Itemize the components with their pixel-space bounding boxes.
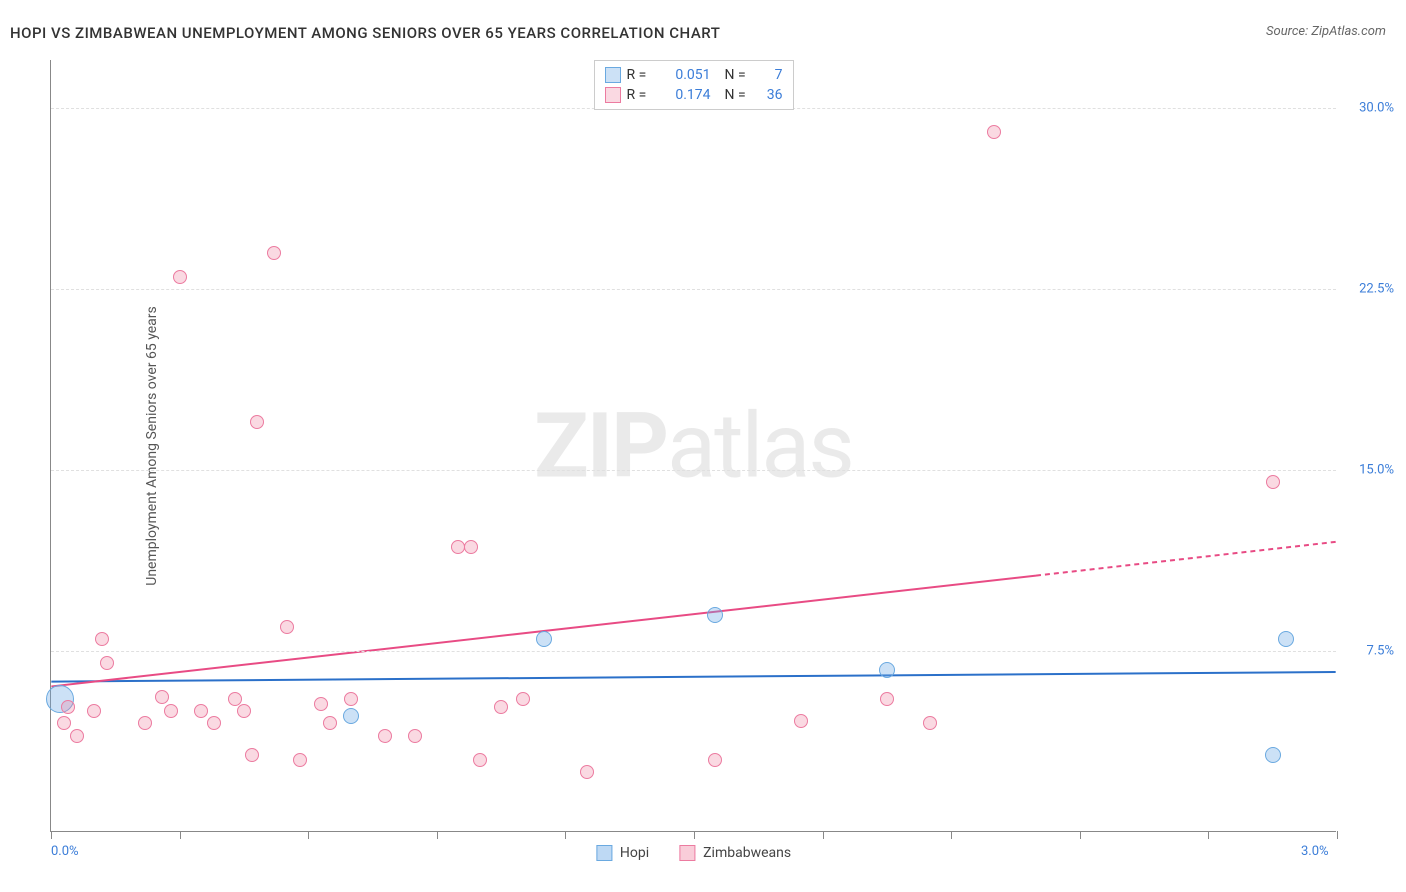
x-tick-label: 3.0% <box>1301 844 1329 859</box>
x-tick <box>308 831 309 839</box>
data-point[interactable] <box>70 729 84 743</box>
legend-r-value: 0.051 <box>661 67 711 83</box>
x-tick <box>951 831 952 839</box>
data-point[interactable] <box>314 697 328 711</box>
data-point[interactable] <box>237 704 251 718</box>
data-point[interactable] <box>343 708 359 724</box>
plot-area: ZIPatlas 7.5%15.0%22.5%30.0% 0.0%3.0% R … <box>50 60 1336 832</box>
data-point[interactable] <box>378 729 392 743</box>
legend-n-label: N = <box>725 87 753 103</box>
y-tick-label: 7.5% <box>1366 644 1394 659</box>
x-tick <box>51 831 52 839</box>
trend-line <box>51 672 1335 682</box>
data-point[interactable] <box>580 765 594 779</box>
data-point[interactable] <box>516 692 530 706</box>
data-point[interactable] <box>173 270 187 284</box>
data-point[interactable] <box>57 716 71 730</box>
data-point[interactable] <box>100 656 114 670</box>
data-point[interactable] <box>464 540 478 554</box>
data-point[interactable] <box>267 246 281 260</box>
x-tick <box>694 831 695 839</box>
x-tick <box>437 831 438 839</box>
y-tick-label: 22.5% <box>1359 282 1394 297</box>
legend-r-value: 0.174 <box>661 87 711 103</box>
x-tick <box>1337 831 1338 839</box>
data-point[interactable] <box>280 620 294 634</box>
trend-line-extrapolated <box>1036 542 1336 576</box>
data-point[interactable] <box>95 632 109 646</box>
data-point[interactable] <box>1265 747 1281 763</box>
series-legend: Hopi Zimbabweans <box>596 845 791 861</box>
legend-label: Hopi <box>620 845 649 861</box>
data-point[interactable] <box>194 704 208 718</box>
x-tick <box>180 831 181 839</box>
data-point[interactable] <box>245 748 259 762</box>
data-point[interactable] <box>707 607 723 623</box>
x-tick <box>1080 831 1081 839</box>
legend-r-label: R = <box>627 87 655 103</box>
data-point[interactable] <box>61 700 75 714</box>
x-tick-label: 0.0% <box>51 844 79 859</box>
legend-n-value: 36 <box>759 87 783 103</box>
data-point[interactable] <box>1278 631 1294 647</box>
data-point[interactable] <box>164 704 178 718</box>
data-point[interactable] <box>344 692 358 706</box>
legend-swatch <box>605 87 621 103</box>
legend-n-label: N = <box>725 67 753 83</box>
legend-row: R = 0.174 N = 36 <box>605 85 783 105</box>
x-tick <box>823 831 824 839</box>
gridline <box>51 470 1336 471</box>
chart-title: HOPI VS ZIMBABWEAN UNEMPLOYMENT AMONG SE… <box>10 24 720 42</box>
data-point[interactable] <box>155 690 169 704</box>
legend-swatch <box>596 845 612 861</box>
x-tick <box>1208 831 1209 839</box>
correlation-legend: R = 0.051 N = 7 R = 0.174 N = 36 <box>594 60 794 110</box>
gridline <box>51 289 1336 290</box>
legend-r-label: R = <box>627 67 655 83</box>
data-point[interactable] <box>323 716 337 730</box>
data-point[interactable] <box>138 716 152 730</box>
legend-swatch <box>605 67 621 83</box>
legend-n-value: 7 <box>759 67 783 83</box>
data-point[interactable] <box>494 700 508 714</box>
legend-swatch <box>679 845 695 861</box>
data-point[interactable] <box>987 125 1001 139</box>
data-point[interactable] <box>923 716 937 730</box>
y-tick-label: 30.0% <box>1359 101 1394 116</box>
legend-row: R = 0.051 N = 7 <box>605 65 783 85</box>
data-point[interactable] <box>880 692 894 706</box>
legend-label: Zimbabweans <box>703 845 791 861</box>
data-point[interactable] <box>293 753 307 767</box>
data-point[interactable] <box>250 415 264 429</box>
gridline <box>51 651 1336 652</box>
data-point[interactable] <box>207 716 221 730</box>
data-point[interactable] <box>794 714 808 728</box>
source-attribution: Source: ZipAtlas.com <box>1266 24 1386 39</box>
legend-item[interactable]: Zimbabweans <box>679 845 791 861</box>
legend-item[interactable]: Hopi <box>596 845 649 861</box>
data-point[interactable] <box>1266 475 1280 489</box>
data-point[interactable] <box>708 753 722 767</box>
y-tick-label: 15.0% <box>1359 463 1394 478</box>
data-point[interactable] <box>408 729 422 743</box>
data-point[interactable] <box>87 704 101 718</box>
data-point[interactable] <box>473 753 487 767</box>
data-point[interactable] <box>879 662 895 678</box>
x-tick <box>565 831 566 839</box>
data-point[interactable] <box>536 631 552 647</box>
